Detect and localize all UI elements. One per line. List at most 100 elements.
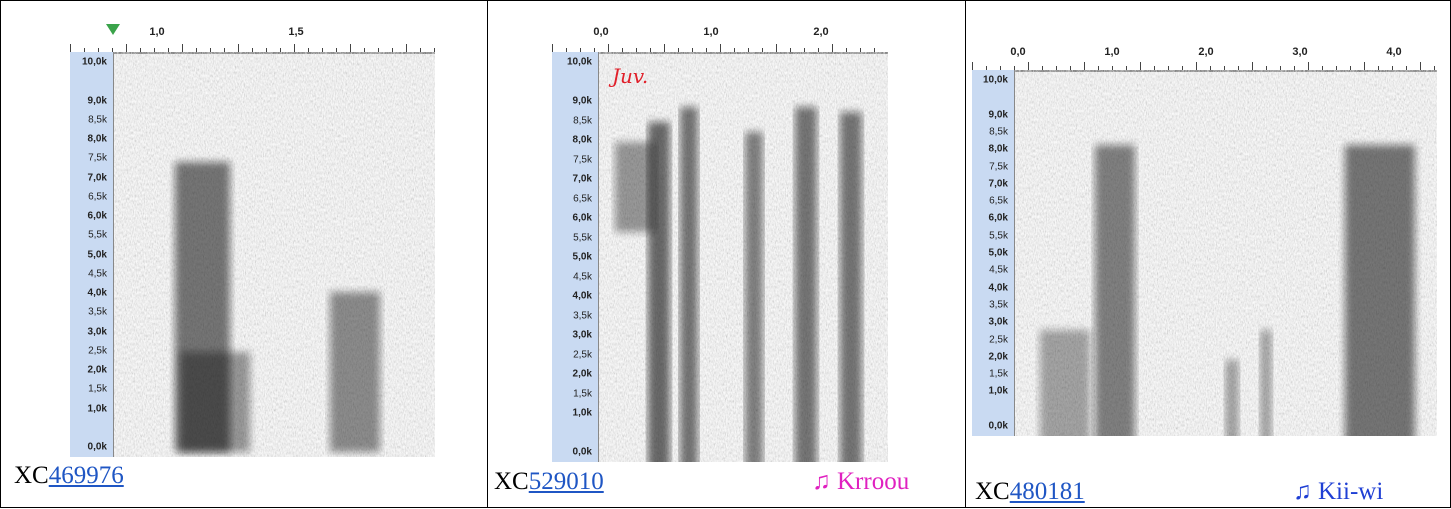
ruler-tick — [706, 48, 707, 52]
freq-tick-label: 3,0k — [988, 316, 1008, 328]
song-label: ♫ Kii-wi — [1293, 478, 1384, 505]
ruler-tick — [748, 48, 749, 52]
ruler-tick — [1378, 66, 1379, 70]
freq-tick-label: 8,0k — [87, 133, 107, 145]
song-label: ♫ Krroou — [812, 468, 910, 495]
ruler-tick — [406, 44, 407, 52]
freq-tick-label: 7,5k — [88, 152, 107, 164]
recording-link[interactable]: 469976 — [48, 462, 124, 489]
freq-tick-label: 6,0k — [988, 212, 1008, 224]
time-ruler — [552, 18, 888, 54]
freq-tick-label: 5,0k — [87, 249, 107, 260]
caption: XC529010 — [494, 468, 604, 496]
ruler-tick — [210, 48, 211, 52]
ruler-tick — [1280, 66, 1281, 70]
freq-tick-label: 7,0k — [572, 173, 592, 185]
ruler-tick — [168, 48, 169, 52]
time-tick-label: 1,0 — [149, 26, 165, 38]
freq-tick-label: 4,0k — [572, 290, 592, 302]
ruler-tick — [636, 48, 637, 52]
ruler-tick — [874, 48, 875, 52]
ruler-tick — [1014, 66, 1015, 70]
freq-tick-label: 4,5k — [88, 268, 107, 280]
spectrogram — [552, 52, 888, 462]
freq-tick-label: 1,5k — [573, 388, 592, 399]
time-tick-label: 3,0 — [1292, 46, 1308, 58]
ruler-tick — [860, 48, 861, 52]
time-tick-label: 2,0 — [1198, 46, 1214, 58]
caption: XC469976 — [14, 462, 124, 490]
freq-tick-label: 6,5k — [573, 193, 592, 204]
freq-tick-label: 5,0k — [572, 251, 592, 263]
ruler-tick — [1154, 66, 1155, 70]
freq-tick-label: 1,5k — [88, 383, 107, 395]
ruler-tick — [608, 44, 609, 52]
ruler-tick — [224, 48, 225, 52]
freq-tick-label: 2,5k — [989, 334, 1008, 345]
freq-tick-label: 3,0k — [572, 329, 592, 341]
recording-link[interactable]: 529010 — [528, 468, 604, 495]
ruler-tick — [1112, 66, 1113, 70]
ruler-tick — [1028, 62, 1029, 70]
ruler-tick — [1406, 66, 1407, 70]
freq-tick-label: 8,0k — [572, 134, 592, 146]
ruler-tick — [196, 48, 197, 52]
ruler-tick — [566, 48, 567, 52]
ruler-tick — [1056, 66, 1057, 70]
freq-tick-label: 6,5k — [88, 191, 107, 203]
ruler-tick — [650, 48, 651, 52]
ruler-tick — [762, 48, 763, 52]
ruler-tick — [112, 48, 113, 52]
freq-tick-label: 1,5k — [989, 368, 1008, 380]
freq-tick-label: 5,5k — [989, 230, 1008, 242]
ruler-tick — [294, 44, 295, 52]
caption: XC480181 — [975, 478, 1085, 506]
ruler-tick — [182, 44, 183, 52]
ruler-tick — [336, 48, 337, 52]
freq-tick-label: 8,5k — [88, 114, 107, 126]
ruler-tick — [1196, 62, 1197, 70]
ruler-tick — [1210, 66, 1211, 70]
freq-tick-label: 0,0k — [572, 446, 592, 458]
ruler-tick — [832, 44, 833, 52]
time-tick-label: 2,0 — [813, 26, 829, 38]
ruler-tick — [1434, 66, 1435, 70]
ruler-tick — [1070, 66, 1071, 70]
freq-tick-label: 8,5k — [573, 115, 592, 126]
ruler-tick — [1098, 66, 1099, 70]
ruler-tick — [252, 48, 253, 52]
ruler-tick — [434, 48, 435, 52]
ruler-tick — [1000, 66, 1001, 70]
ruler-tick — [1224, 66, 1225, 70]
ruler-tick — [1336, 66, 1337, 70]
freq-axis: 10,0k 9,0k 8,5k 8,0k 7,5k 7,0k 6,5k 6,0k 5,5k 5,0… — [552, 52, 599, 462]
freq-tick-label: 2,5k — [573, 349, 592, 360]
ruler-tick — [1168, 66, 1169, 70]
ruler-tick — [392, 48, 393, 52]
ruler-tick — [154, 48, 155, 52]
ruler-tick — [552, 44, 553, 52]
freq-tick-label: 8,5k — [989, 126, 1008, 138]
freq-axis: 10,0k 9,0k 8,5k 8,0k 7,5k 7,0k 6,5k 6,0k 5,5k 5,0… — [972, 70, 1015, 436]
ruler-tick — [622, 48, 623, 52]
freq-tick-label: 10,0k — [982, 74, 1008, 86]
ruler-tick — [1392, 66, 1393, 70]
freq-tick-label: 4,5k — [989, 264, 1008, 276]
annotation: Juv. — [612, 64, 649, 88]
freq-tick-label: 9,0k — [988, 109, 1008, 121]
freq-tick-label: 7,0k — [988, 178, 1008, 190]
ruler-tick — [1126, 66, 1127, 70]
freq-tick-label: 3,5k — [989, 299, 1008, 311]
time-tick-label: 0,0 — [1010, 46, 1026, 58]
time-tick-label: 1,0 — [703, 26, 719, 38]
freq-axis: 10,0k 9,0k 8,5k 8,0k 7,5k 7,0k 6,5k 6,0k 5,5k 5,0… — [70, 52, 114, 457]
freq-tick-label: 3,5k — [88, 306, 107, 318]
recording-link[interactable]: 480181 — [1009, 478, 1085, 505]
freq-tick-label: 7,0k — [87, 172, 107, 183]
ruler-tick — [804, 48, 805, 52]
freq-tick-label: 3,5k — [573, 310, 592, 321]
freq-tick-label: 7,5k — [989, 161, 1008, 172]
freq-tick-label: 1,0k — [87, 403, 107, 414]
freq-tick-label: 9,0k — [87, 95, 107, 106]
ruler-tick — [1420, 62, 1421, 70]
